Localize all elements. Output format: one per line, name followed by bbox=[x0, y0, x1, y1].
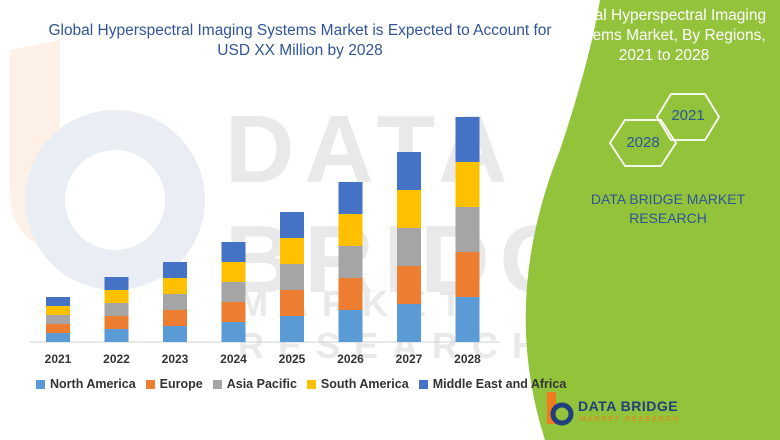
bar-2021-series-4 bbox=[46, 297, 70, 306]
legend-item: North America bbox=[36, 377, 136, 391]
legend-item: Middle East and Africa bbox=[418, 377, 567, 391]
bar-2025-series-0 bbox=[280, 316, 304, 342]
bar-2024-series-0 bbox=[221, 322, 246, 342]
bar-2026-series-3 bbox=[338, 214, 363, 246]
watermark-logo-icon bbox=[10, 40, 205, 290]
bar-2024-series-3 bbox=[221, 262, 246, 282]
logo-tagline: MARKET RESEARCH bbox=[580, 416, 680, 423]
watermark-sub: MARKET RESEARCH bbox=[238, 283, 553, 366]
x-tick-label: 2025 bbox=[279, 352, 306, 366]
x-tick-label: 2028 bbox=[454, 352, 481, 366]
bar-2022-series-4 bbox=[104, 277, 129, 290]
legend-swatch bbox=[145, 379, 155, 389]
green-panel bbox=[525, 0, 780, 440]
hexagon-2021-icon bbox=[655, 93, 721, 141]
bar-2023-series-2 bbox=[163, 294, 187, 310]
bar-2021-series-1 bbox=[46, 324, 70, 333]
legend-label: South America bbox=[320, 377, 409, 391]
legend-swatch bbox=[36, 379, 45, 389]
legend-label: Europe bbox=[159, 377, 203, 391]
hexagon-label-2021: 2021 bbox=[671, 107, 705, 124]
bar-2028-series-2 bbox=[455, 207, 480, 252]
bar-2021-series-0 bbox=[46, 333, 70, 342]
bar-2026-series-2 bbox=[338, 246, 363, 278]
bar-2022-series-1 bbox=[104, 316, 129, 329]
hexagon-label-2028: 2028 bbox=[626, 134, 660, 151]
bar-2026-series-1 bbox=[338, 278, 363, 310]
x-tick-labels: 2021 2022 2023 2024 2025 2026 2027 2028 bbox=[45, 352, 482, 366]
legend-item: Europe bbox=[145, 377, 203, 391]
legend-swatch bbox=[418, 379, 428, 389]
bar-2027-series-2 bbox=[397, 228, 421, 266]
bar-2024-series-1 bbox=[221, 302, 246, 322]
bar-2027-series-4 bbox=[397, 152, 421, 190]
bar-group bbox=[46, 117, 480, 342]
x-tick-label: 2027 bbox=[396, 352, 423, 366]
legend-swatch bbox=[212, 379, 222, 389]
legend: North America Europe Asia Pacific South Ame… bbox=[36, 376, 566, 392]
bar-2028-series-4 bbox=[455, 117, 480, 162]
bar-2023-series-0 bbox=[163, 326, 187, 342]
x-tick-label: 2022 bbox=[103, 352, 130, 366]
bar-2021-series-2 bbox=[46, 315, 70, 324]
legend-item: Asia Pacific bbox=[212, 377, 297, 391]
bar-2025-series-1 bbox=[280, 290, 304, 316]
bar-2025-series-3 bbox=[280, 238, 304, 264]
legend-item: South America bbox=[306, 377, 409, 391]
side-panel-title: Global Hyperspectral Imaging Systems Mar… bbox=[561, 7, 767, 64]
bar-2022-series-3 bbox=[104, 290, 129, 303]
bar-2028-series-0 bbox=[455, 297, 480, 342]
x-tick-label: 2021 bbox=[45, 352, 72, 366]
bar-2021-series-3 bbox=[46, 306, 70, 315]
bar-2022-series-2 bbox=[104, 303, 129, 316]
bar-2022-series-0 bbox=[104, 329, 129, 342]
legend-swatch bbox=[306, 379, 316, 389]
bar-2027-series-3 bbox=[397, 190, 421, 228]
logo-name: DATA BRIDGE bbox=[578, 398, 679, 414]
x-tick-label: 2023 bbox=[162, 352, 189, 366]
bar-2025-series-4 bbox=[280, 212, 304, 238]
x-tick-label: 2024 bbox=[220, 352, 247, 366]
legend-label: Asia Pacific bbox=[226, 377, 297, 391]
hexagon-2028-icon bbox=[608, 119, 678, 167]
bar-2027-series-1 bbox=[397, 266, 421, 304]
bar-2023-series-4 bbox=[163, 262, 187, 278]
bar-2027-series-0 bbox=[397, 304, 421, 342]
bar-2028-series-1 bbox=[455, 252, 480, 297]
bar-2025-series-2 bbox=[280, 264, 304, 290]
bar-2023-series-1 bbox=[163, 310, 187, 326]
data-bridge-logo-icon bbox=[547, 392, 574, 426]
chart-title: Global Hyperspectral Imaging Systems Mar… bbox=[48, 22, 552, 59]
bar-2024-series-4 bbox=[221, 242, 246, 262]
x-tick-label: 2026 bbox=[337, 352, 364, 366]
bar-2028-series-3 bbox=[455, 162, 480, 207]
bar-2023-series-3 bbox=[163, 278, 187, 294]
bar-2024-series-2 bbox=[221, 282, 246, 302]
legend-label: North America bbox=[50, 377, 136, 391]
legend-label: Middle East and Africa bbox=[432, 377, 567, 391]
bar-2026-series-0 bbox=[338, 310, 363, 342]
bar-2026-series-4 bbox=[338, 182, 363, 214]
side-panel-research: DATA BRIDGE MARKET RESEARCH bbox=[590, 191, 746, 226]
